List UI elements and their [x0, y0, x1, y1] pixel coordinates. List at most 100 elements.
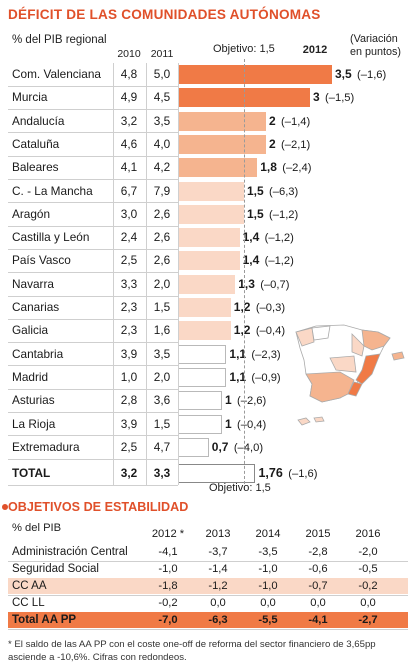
- stability-value: -6,3: [208, 614, 228, 626]
- value-2010: 3,0: [120, 206, 138, 221]
- stability-value: -0,2: [158, 597, 178, 609]
- value-2012: 1,5: [247, 183, 264, 198]
- variation-value: (–1,2): [264, 232, 294, 245]
- row-divider: [8, 435, 178, 437]
- region-name: Andalucía: [12, 113, 65, 128]
- value-2010: 2,5: [120, 253, 138, 268]
- column-divider: [113, 63, 114, 486]
- region-row: Cantabria 3,9 3,5 1,1 (–2,3): [8, 343, 408, 366]
- value-2012: 0,7: [211, 439, 229, 454]
- variation-value: (–1,6): [357, 69, 387, 81]
- region-row: Madrid 1,0 2,0 1,1 (–0,9): [8, 366, 408, 389]
- bar-value-label: 2 (–2,1): [269, 137, 310, 151]
- value-2010: 2,3: [120, 300, 138, 314]
- variation-value: (–0,4): [237, 418, 267, 431]
- bar-2012: [178, 134, 266, 154]
- value-2012: 1,1: [229, 346, 247, 361]
- stability-row: Administración Central -4,1 -3,7 -3,5 -2,8 -2…: [8, 544, 408, 560]
- stability-row: Total AA PP -7,0 -6,3 -5,5 -4,1 -2,7: [8, 612, 408, 628]
- value-2012: 1,1: [229, 369, 247, 384]
- region-name: C. - La Mancha: [12, 183, 93, 198]
- stability-row: CC AA -1,8 -1,2 -1,0 -0,7 -0,2: [8, 578, 408, 594]
- variation-value: (–2,4): [282, 162, 312, 175]
- bar-2012: [178, 65, 332, 84]
- map-region: [351, 333, 365, 357]
- objective-label-top: Objetivo: 1,5: [213, 43, 275, 55]
- stability-row: CC LL -0,2 0,0 0,0 0,0 0,0: [8, 595, 408, 611]
- bar-2012: [178, 391, 222, 411]
- region-name: Cataluña: [12, 136, 60, 151]
- value-2012: 3,5: [335, 67, 352, 81]
- row-divider: [8, 295, 178, 297]
- bar-2012: [178, 367, 227, 387]
- value-2011: 3,6: [153, 393, 171, 408]
- bar-2012: [178, 437, 209, 457]
- region-name: Com. Valenciana: [12, 67, 101, 81]
- variation-value: (–1,4): [281, 115, 311, 128]
- region-row: Andalucía 3,2 3,5 2 (–1,4): [8, 110, 408, 133]
- stability-value: -7,0: [158, 614, 178, 626]
- spain-map-icon: [295, 324, 405, 426]
- region-row: Baleares 4,1 4,2 1,8 (–2,4): [8, 156, 408, 179]
- value-2011: 2,6: [153, 230, 171, 245]
- stability-header-row: 2012 * 2013 2014 2015 2016: [8, 526, 408, 542]
- row-divider: [8, 109, 178, 111]
- stability-value: -1,0: [158, 563, 178, 575]
- value-2010: 3,9: [120, 346, 138, 361]
- value-2010: 3,3: [120, 276, 138, 291]
- map-region: [313, 416, 325, 423]
- variation-value: (–0,3): [255, 302, 286, 314]
- region-name: Asturias: [12, 393, 55, 408]
- value-2011: 2,0: [153, 369, 171, 384]
- value-2010: 4,6: [120, 136, 138, 151]
- total-row: TOTAL 3,2 3,3 1,76 (–1,6): [8, 462, 408, 485]
- variation-header-line1: (Variación: [350, 33, 398, 45]
- bar-2012: [178, 298, 231, 317]
- stability-value: -4,1: [308, 614, 328, 626]
- region-row: Asturias 2,8 3,6 1 (–2,6): [8, 389, 408, 412]
- map-region: [297, 417, 311, 426]
- stability-year: 2013: [205, 528, 231, 540]
- stability-value: 0,0: [360, 597, 376, 609]
- region-row: Cataluña 4,6 4,0 2 (–2,1): [8, 133, 408, 156]
- region-row: Castilla y León 2,4 2,6 1,4 (–1,2): [8, 226, 408, 249]
- col-head-2011: 2011: [150, 48, 174, 60]
- value-2011: 4,2: [153, 160, 171, 175]
- region-name: Galicia: [12, 323, 49, 338]
- value-2011: 2,0: [153, 276, 171, 291]
- variation-value: (–2,6): [237, 395, 267, 408]
- value-2010: 3,9: [120, 416, 138, 431]
- region-name: La Rioja: [12, 416, 56, 431]
- bar-2012: [178, 321, 231, 341]
- stability-value: -1,2: [208, 580, 228, 592]
- value-2012: 2: [269, 136, 276, 151]
- variation-value: (–2,3): [251, 348, 281, 361]
- variation-value: (–0,9): [251, 371, 281, 384]
- value-2010: 2,3: [120, 323, 138, 338]
- row-divider: [8, 412, 178, 413]
- stability-value: -1,4: [208, 563, 228, 575]
- bar-value-label: 1,1 (–0,9): [229, 370, 280, 384]
- objective-line: [244, 59, 245, 490]
- bar-value-label: 1,4 (–1,2): [243, 253, 294, 267]
- region-name: Madrid: [12, 369, 49, 384]
- region-row: Navarra 3,3 2,0 1,3 (–0,7): [8, 273, 408, 296]
- variation-header-line2: en puntos): [350, 45, 402, 58]
- region-name: Extremadura: [12, 439, 80, 454]
- bar-value-label: 1,5 (–6,3): [247, 184, 298, 198]
- bar-value-label: 1,4 (–1,2): [243, 230, 294, 244]
- stability-value: -2,8: [308, 546, 328, 558]
- row-divider: [8, 225, 178, 227]
- row-divider: [8, 388, 178, 390]
- stability-value: -2,0: [358, 546, 378, 558]
- stability-title: OBJETIVOS DE ESTABILIDAD: [8, 500, 189, 514]
- bar-2012: [178, 251, 240, 271]
- value-2012: 1: [225, 393, 232, 408]
- value-2012: 1,76: [258, 466, 283, 481]
- region-name: Baleares: [12, 160, 59, 175]
- bar-value-label: 3,5 (–1,6): [335, 67, 386, 81]
- map-region: [329, 355, 357, 373]
- value-2012: 1,4: [242, 253, 260, 268]
- region-row: Com. Valenciana 4,8 5,0 3,5 (–1,6): [8, 63, 408, 86]
- stability-value: -3,7: [208, 546, 228, 558]
